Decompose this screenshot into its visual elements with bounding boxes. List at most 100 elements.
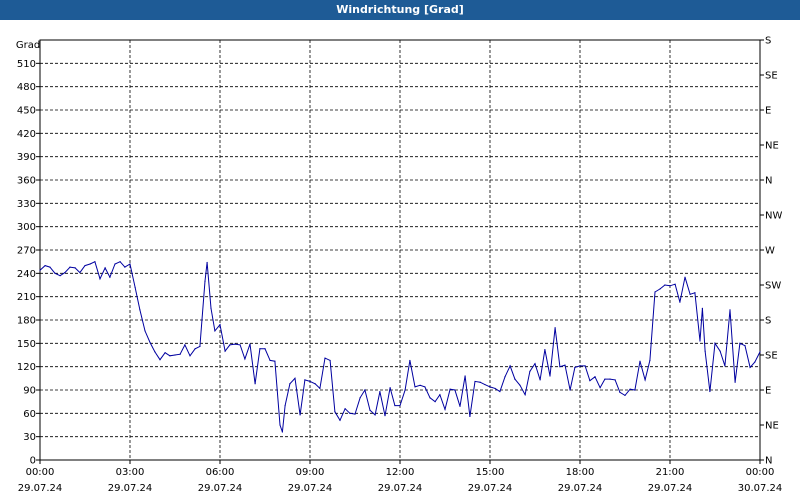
y-tick-label: 360 (17, 176, 36, 187)
data-point (449, 388, 451, 390)
data-point (124, 266, 126, 268)
data-point (744, 345, 746, 347)
data-point (384, 415, 386, 417)
data-point (69, 266, 71, 268)
data-points (39, 261, 761, 433)
data-point (659, 288, 661, 290)
data-point (644, 379, 646, 381)
data-point (39, 269, 41, 271)
data-point (694, 292, 696, 294)
data-point (244, 358, 246, 360)
data-point (484, 383, 486, 386)
data-point (159, 359, 161, 361)
data-point (189, 355, 191, 357)
data-point (184, 344, 186, 346)
y-axis-label: Grad (16, 40, 40, 51)
x-tick-date-label: 29.07.24 (18, 483, 63, 494)
y-tick-label: 450 (17, 106, 36, 117)
data-point (519, 384, 521, 386)
x-tick-time-label: 06:00 (206, 467, 235, 478)
data-point (206, 261, 208, 264)
compass-tick-label: N (765, 176, 772, 187)
data-point (279, 424, 281, 426)
data-point (144, 330, 146, 332)
data-point (59, 275, 61, 277)
data-point (309, 380, 311, 383)
y-tick-label: 0 (30, 456, 36, 467)
series-line-wind-direction (39, 260, 761, 433)
data-point (574, 366, 576, 369)
data-point (349, 412, 351, 414)
data-point (404, 389, 406, 391)
y-axis-left: 0 30 60 90 120 150 180 210 240 270 300 330 360 390 420… (17, 59, 40, 467)
data-point (79, 271, 81, 274)
data-point (544, 348, 546, 351)
data-point (394, 404, 396, 407)
x-tick-date-label: 29.07.24 (288, 483, 333, 494)
data-point (739, 342, 741, 344)
data-point (154, 351, 156, 353)
y-tick-label: 90 (23, 386, 36, 397)
data-point (499, 390, 501, 393)
data-point (299, 414, 301, 416)
data-point (704, 350, 706, 352)
data-point (674, 283, 676, 285)
y-tick-label: 330 (17, 199, 36, 210)
data-point (699, 340, 701, 342)
data-point (319, 387, 321, 390)
y-tick-label: 240 (17, 269, 36, 280)
data-point (239, 344, 241, 346)
compass-tick-label: NE (765, 141, 779, 152)
data-point (524, 394, 526, 396)
data-point (414, 386, 416, 388)
wind-direction-chart: 0 30 60 90 120 150 180 210 240 270 300 330 360 390 420… (16, 36, 783, 495)
data-point (264, 348, 266, 350)
y-tick-label: 390 (17, 152, 36, 163)
y-tick-label: 60 (23, 409, 36, 420)
data-point (329, 359, 331, 362)
y-tick-label: 420 (17, 129, 36, 140)
data-point (409, 359, 411, 362)
x-tick-time-label: 15:00 (476, 467, 505, 478)
data-point (359, 397, 361, 399)
data-point (119, 261, 121, 263)
data-point (210, 307, 212, 309)
data-point (624, 394, 626, 397)
data-point (354, 413, 356, 415)
x-tick-date-label: 29.07.24 (558, 483, 603, 494)
compass-tick-label: NE (765, 421, 779, 432)
data-point (709, 390, 711, 393)
data-point (629, 388, 631, 390)
data-point (99, 278, 101, 280)
data-point (474, 380, 476, 383)
data-point (669, 285, 671, 287)
data-point (554, 327, 556, 329)
data-point (219, 324, 221, 326)
y-tick-label: 210 (17, 292, 36, 303)
data-point (434, 401, 436, 403)
y-tick-label: 480 (17, 82, 36, 93)
data-point (639, 360, 641, 362)
data-point (374, 414, 376, 416)
data-point (494, 387, 496, 390)
data-point (84, 264, 86, 267)
data-point (424, 386, 426, 388)
data-point (754, 361, 756, 363)
data-point (249, 343, 251, 345)
data-point (604, 378, 606, 380)
data-point (664, 284, 666, 286)
compass-tick-label: S (765, 36, 771, 47)
data-point (149, 341, 151, 344)
data-point (459, 405, 461, 407)
x-axis: 00:00 29.07.24 03:00 29.07.24 06:00 29.07.24 0… (18, 460, 782, 494)
compass-tick-label: SW (765, 281, 781, 292)
data-point (594, 376, 596, 378)
data-point (224, 350, 226, 352)
chart-title: Windrichtung [Grad] (0, 0, 800, 20)
data-point (759, 351, 761, 353)
data-point (529, 370, 531, 372)
y-tick-label: 300 (17, 222, 36, 233)
x-tick-time-label: 00:00 (26, 467, 55, 478)
data-point (454, 389, 456, 391)
data-point (379, 390, 381, 393)
